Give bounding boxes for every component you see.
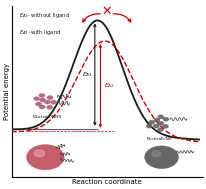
Text: Rocksalt/NS: Rocksalt/NS [146,136,172,141]
Circle shape [162,117,168,121]
Text: $\mathit{E}_{A2}$: $\mathit{E}_{A2}$ [104,81,115,90]
Circle shape [145,124,151,128]
Text: $\mathit{E}_{A1}$: $\mathit{E}_{A1}$ [81,70,92,79]
Circle shape [152,124,159,128]
Circle shape [33,97,40,101]
Circle shape [153,118,159,122]
Circle shape [44,100,50,104]
Circle shape [157,121,163,125]
Circle shape [39,93,45,98]
Circle shape [34,150,44,157]
FancyArrowPatch shape [113,14,130,22]
Text: $E_{A1}$- without ligand: $E_{A1}$- without ligand [19,11,70,20]
Circle shape [35,102,41,106]
Circle shape [151,151,160,157]
Circle shape [39,105,45,109]
Circle shape [148,120,154,124]
Circle shape [50,100,56,104]
Circle shape [47,96,53,100]
Text: Wurtzite/NNS: Wurtzite/NNS [32,115,62,119]
Circle shape [162,124,168,129]
FancyArrowPatch shape [82,14,100,22]
Circle shape [157,128,163,132]
Circle shape [144,146,178,169]
Text: $E_{A2}$- with ligand: $E_{A2}$- with ligand [19,28,61,37]
Y-axis label: Potential energy: Potential energy [4,63,10,120]
Text: ✕: ✕ [101,5,111,18]
X-axis label: Reaction coordinate: Reaction coordinate [72,179,141,185]
Circle shape [157,115,163,119]
Circle shape [39,98,46,102]
Circle shape [26,145,64,170]
Circle shape [46,105,53,109]
